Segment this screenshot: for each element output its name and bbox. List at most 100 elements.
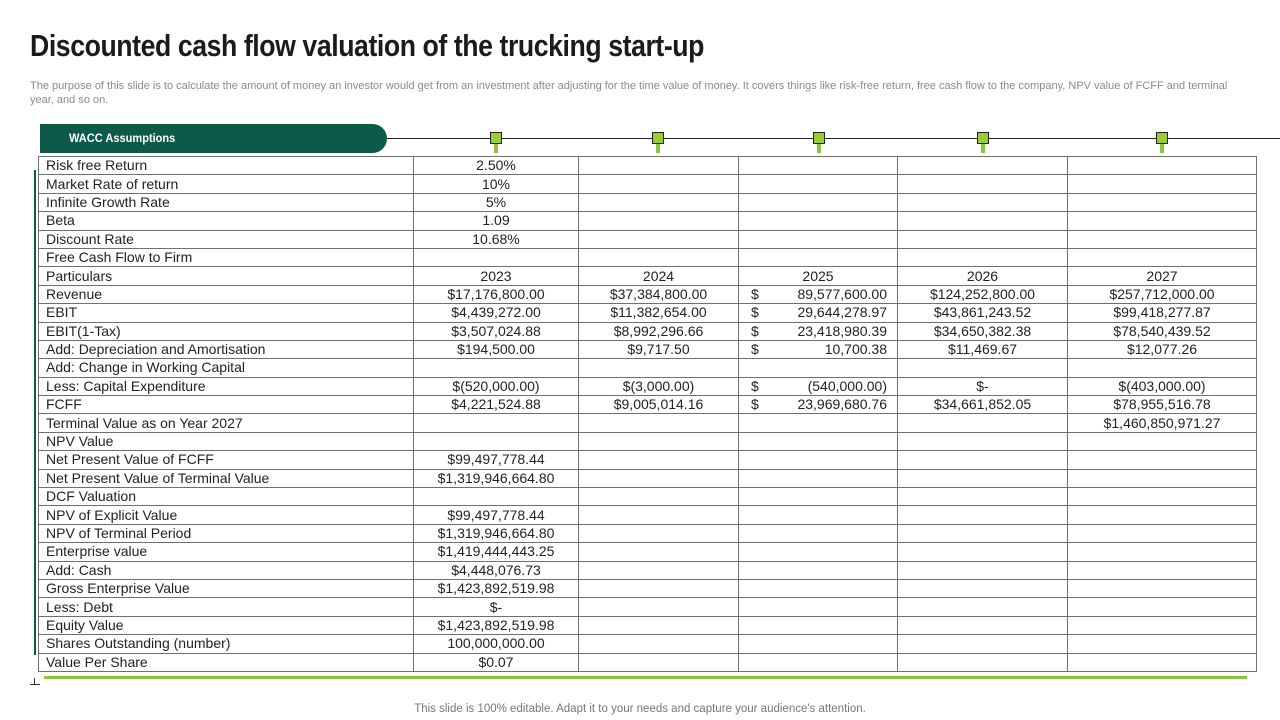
table-cell: $ (540,000.00) [738,376,898,397]
table-cell: 2026 [897,266,1068,286]
table-cell [897,505,1068,525]
row-label: Shares Outstanding (number) [38,634,414,654]
timeline-marker-icon [490,132,502,154]
table-cell: $3,507,024.88 [413,321,579,341]
currency-symbol: $ [751,285,759,302]
table-cell: $17,176,800.00 [413,284,579,305]
row-label: NPV of Explicit Value [38,505,414,525]
table-cell [578,634,739,654]
table-cell [897,597,1068,617]
table-cell [1067,615,1257,636]
currency-symbol: $ [751,396,759,413]
table-cell [413,431,579,452]
row-label: Beta [38,211,414,231]
table-cell [578,174,739,194]
table-row: Infinite Growth Rate 5% [38,192,1257,213]
table-cell [738,615,898,636]
table-cell [1067,174,1257,194]
table-cell [897,487,1068,507]
table-cell [578,358,739,378]
table-row: EBIT $4,439,272.00 $11,382,654.00 $29,644,2… [38,303,1257,323]
table-cell [413,413,579,433]
table-cell [897,652,1068,672]
table-cell [738,174,898,194]
table-cell [738,431,898,452]
table-cell: $257,712,000.00 [1067,284,1257,305]
table-cell: $99,497,778.44 [413,505,579,525]
row-label: Market Rate of return [38,174,414,194]
table-cell [413,487,579,507]
table-cell [897,413,1068,433]
table-cell: $1,423,892,519.98 [413,615,579,636]
table-cell: $99,418,277.87 [1067,303,1257,323]
table-cell [1067,468,1257,489]
table-cell: 1.09 [413,211,579,231]
table-cell: $12,077.26 [1067,339,1257,360]
bottom-accent-bar [44,676,1247,679]
table-cell [578,652,739,672]
table-cell [897,615,1068,636]
table-cell [578,192,739,213]
table-cell [1067,247,1257,268]
table-cell: $34,661,852.05 [897,395,1068,415]
table-cell: 100,000,000.00 [413,634,579,654]
row-label: Add: Cash [38,560,414,580]
table-cell [413,247,579,268]
table-cell: 2023 [413,266,579,286]
timeline-marker-icon [1156,132,1168,154]
table-cell: $23,969,680.76 [738,395,898,415]
table-row: Add: Cash $4,448,076.73 [38,560,1257,580]
table-cell: $37,384,800.00 [578,284,739,305]
table-row: Discount Rate 10.68% [38,229,1257,249]
cell-value: (540,000.00) [807,377,887,394]
table-cell [413,358,579,378]
row-label: Value Per Share [38,652,414,672]
table-cell [738,468,898,489]
table-cell: $99,497,778.44 [413,450,579,470]
table-row: Add: Depreciation and Amortisation $194,5… [38,339,1257,360]
table-row: NPV Value [38,431,1257,452]
table-cell [1067,505,1257,525]
table-cell [897,174,1068,194]
table-cell: $9,717.50 [578,339,739,360]
table-cell: 5% [413,192,579,213]
table-cell [738,413,898,433]
table-cell [738,523,898,544]
row-label: NPV Value [38,431,414,452]
table-row: Net Present Value of FCFF $99,497,778.44 [38,450,1257,470]
table-row: Equity Value $1,423,892,519.98 [38,615,1257,636]
table-cell: $(403,000.00) [1067,376,1257,397]
table-cell [578,413,739,433]
row-label: Particulars [38,266,414,286]
table-row: Beta 1.09 [38,211,1257,231]
table-cell: $43,861,243.52 [897,303,1068,323]
table-cell [1067,192,1257,213]
cell-value: 10,700.38 [824,341,887,358]
table-cell [897,192,1068,213]
table-row: Value Per Share $0.07 [38,652,1257,672]
table-cell [1067,523,1257,544]
table-cell [738,155,898,176]
row-label: DCF Valuation [38,487,414,507]
table-row: NPV of Explicit Value $99,497,778.44 [38,505,1257,525]
table-cell [897,450,1068,470]
table-cell: $124,252,800.00 [897,284,1068,305]
table-cell [897,155,1068,176]
table-cell [578,247,739,268]
table-cell [738,578,898,599]
corner-tick [30,684,40,685]
table-cell: $34,650,382.38 [897,321,1068,341]
table-row: Particulars 2023 2024 2025 2026 2027 [38,266,1257,286]
table-cell [578,597,739,617]
table-cell: $23,418,980.39 [738,321,898,341]
currency-symbol: $ [751,377,759,394]
row-label: Terminal Value as on Year 2027 [38,413,414,433]
table-row: Revenue $17,176,800.00 $37,384,800.00 $89,5… [38,284,1257,305]
table-cell [738,634,898,654]
row-label: FCFF [38,395,414,415]
table-row: Risk free Return 2.50% [38,155,1257,176]
table-cell [897,229,1068,249]
table-cell: $10,700.38 [738,339,898,360]
table-cell [738,450,898,470]
table-cell [578,542,739,562]
